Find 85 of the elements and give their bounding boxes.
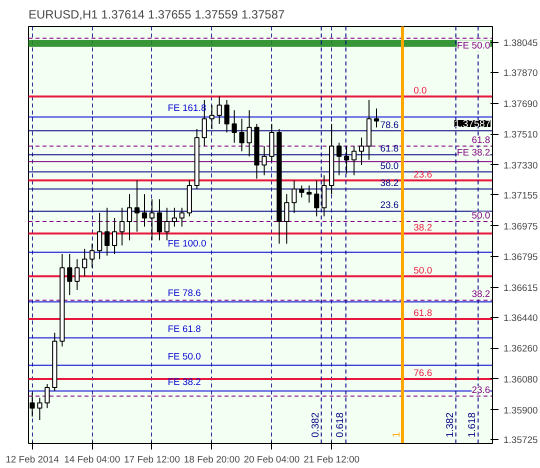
annotation: 1.382 xyxy=(444,412,456,438)
annotation: 1.618 xyxy=(467,412,478,438)
annotation: 0.382 xyxy=(310,412,322,438)
annotation: FE 50.0 xyxy=(168,351,201,362)
annotation: 78.6 xyxy=(380,120,399,131)
candlestick xyxy=(351,146,357,176)
candlestick xyxy=(67,254,72,296)
y-tick-label: 1.36615 xyxy=(504,282,538,294)
y-tick-label: 1.38045 xyxy=(504,38,538,50)
candlestick xyxy=(164,207,170,241)
y-tick-label: 1.35725 xyxy=(504,435,538,446)
candlestick xyxy=(119,207,125,246)
annotation: 50.0 xyxy=(472,210,490,222)
candlestick xyxy=(269,123,274,162)
x-tick-label: 21 Feb 12:00 xyxy=(304,454,360,466)
x-tick-label: 12 Feb 2014 xyxy=(6,454,59,466)
y-tick-label: 1.36975 xyxy=(504,221,538,232)
candlestick xyxy=(216,96,222,124)
annotation: FE 61.8 xyxy=(168,324,201,335)
annotation: FE 38.2 xyxy=(168,376,201,388)
y-tick-label: 1.37510 xyxy=(504,130,538,141)
y-tick-label: 1.37155 xyxy=(504,190,538,202)
candlestick xyxy=(74,258,80,290)
candlestick xyxy=(336,142,342,176)
annotation: 1 xyxy=(391,432,402,438)
annotation: 61.8 xyxy=(414,308,432,320)
candlestick xyxy=(262,146,267,176)
annotation: 23.6 xyxy=(414,169,432,180)
annotation: FE 100.0 xyxy=(168,238,206,250)
annotation: 50.0 xyxy=(414,265,432,276)
candlestick xyxy=(209,104,214,130)
x-tick-label: 14 Feb 04:00 xyxy=(64,454,120,466)
candlestick xyxy=(358,137,364,166)
annotation: 38.2 xyxy=(380,178,399,189)
y-tick-label: 1.35900 xyxy=(504,405,538,416)
candlestick xyxy=(112,218,118,254)
candlestick xyxy=(142,194,148,228)
candlestick xyxy=(104,207,110,256)
candlestick xyxy=(179,207,184,228)
candlestick xyxy=(172,207,177,228)
annotation: 61.8 xyxy=(472,135,490,146)
candlestick xyxy=(82,248,88,277)
annotation: FE 50.0 xyxy=(456,40,490,52)
candlestick xyxy=(374,108,380,128)
candlestick xyxy=(232,110,237,144)
candlestick xyxy=(97,212,102,260)
y-tick-label: 1.36260 xyxy=(504,344,538,355)
annotation: 38.2 xyxy=(472,289,490,300)
annotation: FE 78.6 xyxy=(168,288,201,299)
annotation: 23.6 xyxy=(472,385,490,396)
x-tick-label: 18 Feb 20:00 xyxy=(184,454,240,466)
annotation: 23.6 xyxy=(380,200,399,212)
y-tick-label: 1.36080 xyxy=(504,374,538,386)
candlestick xyxy=(322,174,327,217)
x-tick-label: 20 Feb 04:00 xyxy=(244,454,300,466)
candlestick xyxy=(134,180,140,232)
candlestick xyxy=(90,243,95,268)
candlestick xyxy=(149,198,155,241)
candlestick xyxy=(126,194,132,241)
candlestick xyxy=(156,198,162,241)
candlestick xyxy=(284,194,290,244)
y-tick-label: 1.36440 xyxy=(504,312,538,324)
annotation: 0.0 xyxy=(414,86,427,97)
annotation: FE 38.2 xyxy=(456,148,490,159)
annotation: 0.618 xyxy=(334,412,346,438)
annotation: 38.2 xyxy=(414,222,432,234)
candlestick xyxy=(37,397,42,421)
y-tick-label: 1.37330 xyxy=(504,160,538,172)
y-tick-label: 1.36795 xyxy=(504,252,538,264)
candlestick xyxy=(239,118,244,152)
annotation: 50.0 xyxy=(380,160,399,172)
y-tick-label: 1.37870 xyxy=(504,68,538,80)
candlestick xyxy=(314,180,320,217)
candlestick xyxy=(224,99,230,133)
candlestick xyxy=(344,146,350,174)
candlestick xyxy=(44,384,50,409)
y-tick-label: 1.37690 xyxy=(504,98,538,110)
annotation: 61.8 xyxy=(380,144,399,155)
annotation: 76.6 xyxy=(414,368,432,379)
candlestick xyxy=(306,185,312,204)
chart-title: EURUSD,H1 1.37614 1.37655 1.37559 1.37587 xyxy=(28,8,286,22)
candlestick xyxy=(299,185,304,198)
x-tick-label: 17 Feb 12:00 xyxy=(124,454,180,466)
candlestick xyxy=(292,180,297,214)
candlestick xyxy=(246,110,252,157)
